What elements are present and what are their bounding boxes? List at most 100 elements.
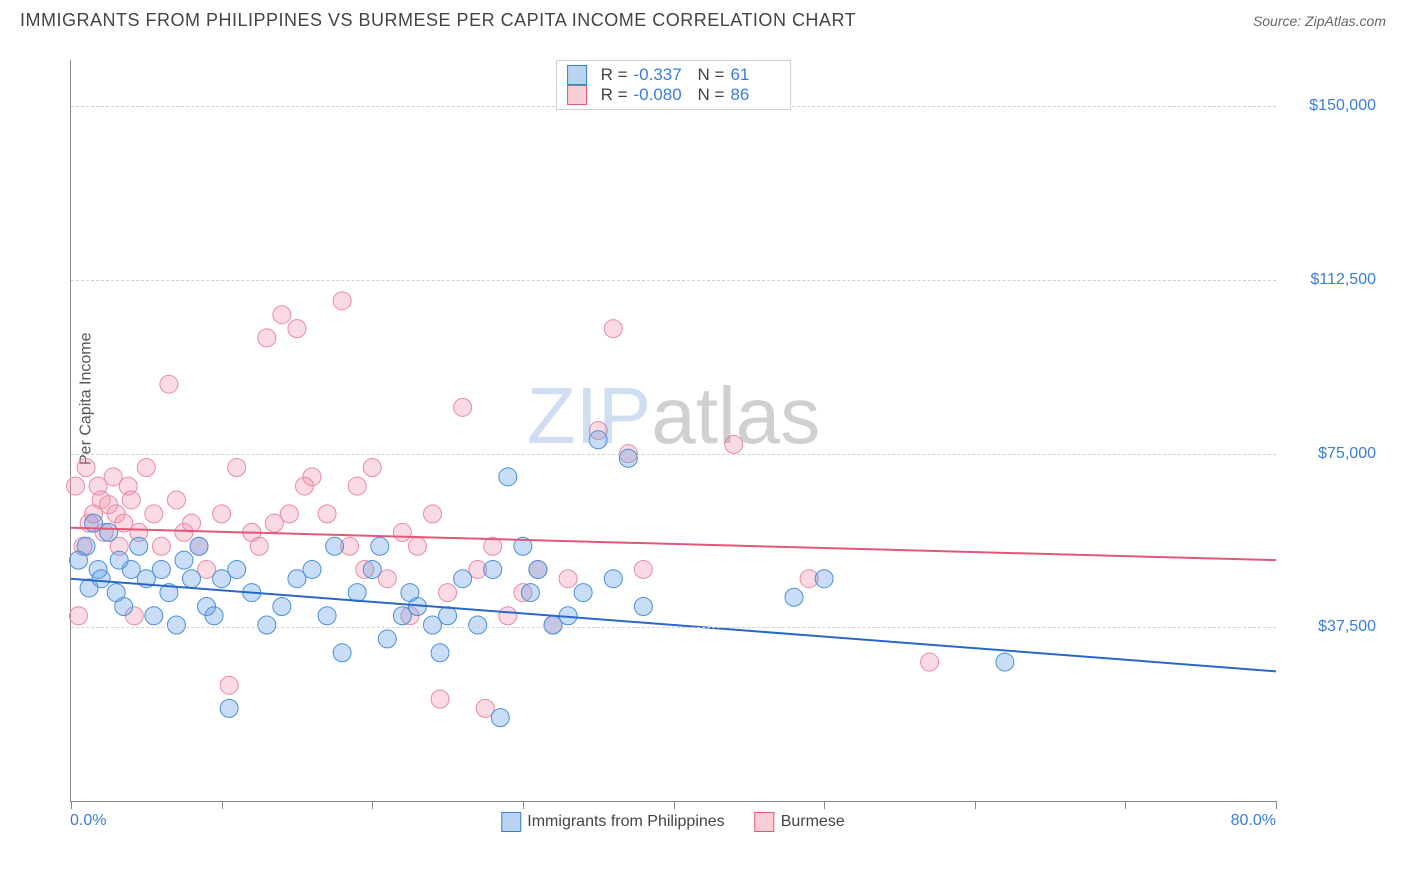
data-point bbox=[785, 588, 803, 606]
data-point bbox=[604, 320, 622, 338]
data-point bbox=[258, 329, 276, 347]
data-point bbox=[371, 537, 389, 555]
data-point bbox=[484, 560, 502, 578]
data-point bbox=[205, 607, 223, 625]
gridline bbox=[71, 280, 1276, 281]
data-point bbox=[183, 570, 201, 588]
data-point bbox=[348, 477, 366, 495]
data-point bbox=[408, 537, 426, 555]
data-point bbox=[145, 607, 163, 625]
data-point bbox=[424, 505, 442, 523]
data-point bbox=[469, 616, 487, 634]
chart-title: IMMIGRANTS FROM PHILIPPINES VS BURMESE P… bbox=[20, 10, 856, 31]
data-point bbox=[77, 537, 95, 555]
data-point bbox=[521, 584, 539, 602]
x-tick bbox=[975, 801, 976, 809]
data-point bbox=[634, 560, 652, 578]
x-min-label: 0.0% bbox=[70, 812, 106, 830]
data-point bbox=[70, 607, 88, 625]
data-point bbox=[454, 570, 472, 588]
swatch-series-1 bbox=[567, 65, 587, 85]
x-tick bbox=[222, 801, 223, 809]
x-tick bbox=[824, 801, 825, 809]
data-point bbox=[152, 537, 170, 555]
data-point bbox=[137, 459, 155, 477]
legend-label-series-2: Burmese bbox=[781, 813, 845, 831]
data-point bbox=[996, 653, 1014, 671]
bottom-legend: Immigrants from Philippines Burmese bbox=[501, 812, 844, 832]
scatter-svg bbox=[71, 60, 1276, 801]
x-tick bbox=[1125, 801, 1126, 809]
legend-label-series-1: Immigrants from Philippines bbox=[527, 813, 724, 831]
data-point bbox=[220, 699, 238, 717]
data-point bbox=[77, 459, 95, 477]
y-tick-label: $37,500 bbox=[1286, 618, 1376, 636]
data-point bbox=[167, 491, 185, 509]
plot-area: ZIPatlas R = -0.337 N = 61 R = -0.080 N … bbox=[70, 60, 1276, 802]
legend-item-series-2: Burmese bbox=[755, 812, 845, 832]
data-point bbox=[152, 560, 170, 578]
data-point bbox=[725, 435, 743, 453]
data-point bbox=[288, 320, 306, 338]
data-point bbox=[228, 459, 246, 477]
swatch-series-2 bbox=[567, 85, 587, 105]
n-value-series-2: 86 bbox=[730, 85, 780, 105]
data-point bbox=[160, 375, 178, 393]
data-point bbox=[67, 477, 85, 495]
data-point bbox=[318, 505, 336, 523]
data-point bbox=[326, 537, 344, 555]
r-label: R = bbox=[601, 85, 628, 105]
data-point bbox=[115, 597, 133, 615]
data-point bbox=[258, 616, 276, 634]
data-point bbox=[92, 570, 110, 588]
r-value-series-2: -0.080 bbox=[634, 85, 684, 105]
chart-header: IMMIGRANTS FROM PHILIPPINES VS BURMESE P… bbox=[0, 0, 1406, 31]
data-point bbox=[589, 431, 607, 449]
data-point bbox=[273, 597, 291, 615]
data-point bbox=[333, 292, 351, 310]
data-point bbox=[183, 514, 201, 532]
data-point bbox=[228, 560, 246, 578]
data-point bbox=[303, 468, 321, 486]
r-value-series-1: -0.337 bbox=[634, 65, 684, 85]
x-tick bbox=[372, 801, 373, 809]
r-label: R = bbox=[601, 65, 628, 85]
x-max-label: 80.0% bbox=[1231, 812, 1276, 830]
data-point bbox=[559, 570, 577, 588]
data-point bbox=[348, 584, 366, 602]
data-point bbox=[378, 630, 396, 648]
data-point bbox=[333, 644, 351, 662]
data-point bbox=[363, 560, 381, 578]
x-tick bbox=[523, 801, 524, 809]
gridline bbox=[71, 454, 1276, 455]
data-point bbox=[921, 653, 939, 671]
legend-row-series-1: R = -0.337 N = 61 bbox=[567, 65, 781, 85]
data-point bbox=[213, 505, 231, 523]
n-value-series-1: 61 bbox=[730, 65, 780, 85]
data-point bbox=[318, 607, 336, 625]
data-point bbox=[431, 690, 449, 708]
data-point bbox=[634, 597, 652, 615]
data-point bbox=[491, 709, 509, 727]
data-point bbox=[175, 551, 193, 569]
legend-item-series-1: Immigrants from Philippines bbox=[501, 812, 724, 832]
data-point bbox=[499, 607, 517, 625]
data-point bbox=[604, 570, 622, 588]
swatch-series-1-icon bbox=[501, 812, 521, 832]
data-point bbox=[145, 505, 163, 523]
x-tick bbox=[1276, 801, 1277, 809]
legend-row-series-2: R = -0.080 N = 86 bbox=[567, 85, 781, 105]
data-point bbox=[529, 560, 547, 578]
data-point bbox=[439, 584, 457, 602]
data-point bbox=[280, 505, 298, 523]
data-point bbox=[220, 676, 238, 694]
data-point bbox=[250, 537, 268, 555]
data-point bbox=[393, 523, 411, 541]
data-point bbox=[619, 449, 637, 467]
chart-source: Source: ZipAtlas.com bbox=[1253, 13, 1386, 29]
data-point bbox=[122, 491, 140, 509]
chart-container: Per Capita Income ZIPatlas R = -0.337 N … bbox=[50, 60, 1386, 852]
data-point bbox=[454, 398, 472, 416]
data-point bbox=[190, 537, 208, 555]
n-label: N = bbox=[698, 65, 725, 85]
